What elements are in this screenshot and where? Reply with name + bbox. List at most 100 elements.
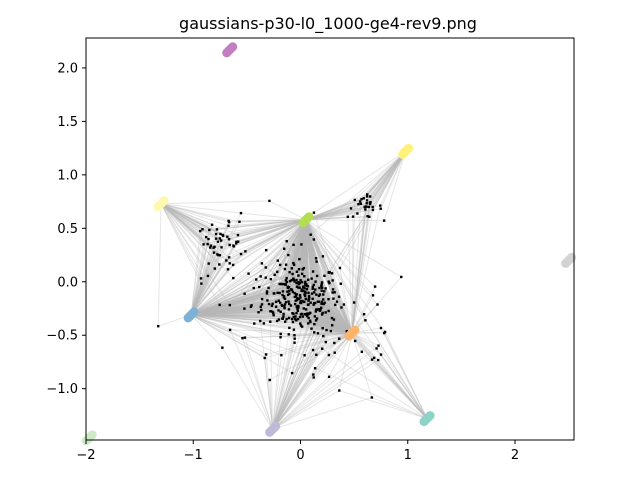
data-point — [278, 318, 280, 320]
data-point — [295, 319, 297, 321]
data-point — [315, 354, 317, 356]
data-point — [244, 250, 246, 252]
data-point — [263, 322, 265, 324]
data-point — [331, 291, 333, 293]
edge-line — [230, 330, 273, 429]
data-point — [265, 249, 267, 251]
data-point — [270, 278, 272, 280]
data-point — [369, 195, 371, 197]
data-point — [300, 324, 302, 326]
data-point — [294, 303, 296, 305]
data-point — [247, 272, 249, 274]
data-point — [211, 224, 213, 226]
data-point — [282, 318, 284, 320]
data-point — [364, 319, 366, 321]
data-point — [295, 282, 297, 284]
data-point — [287, 294, 289, 296]
data-point — [384, 331, 386, 333]
data-point — [366, 195, 368, 197]
data-point — [322, 335, 324, 337]
data-point — [287, 254, 289, 256]
data-point — [372, 209, 374, 211]
data-point — [220, 239, 222, 241]
data-point — [299, 294, 301, 296]
data-point — [213, 251, 215, 253]
data-point — [260, 306, 262, 308]
data-point — [280, 283, 282, 285]
data-point — [201, 228, 203, 230]
data-point — [220, 246, 222, 248]
data-point — [288, 308, 290, 310]
data-point — [323, 302, 325, 304]
edge-line — [242, 338, 272, 429]
data-point — [288, 286, 290, 288]
data-point — [322, 298, 324, 300]
data-point — [268, 200, 270, 202]
data-point — [331, 272, 333, 274]
data-point — [328, 354, 330, 356]
data-point — [354, 340, 356, 342]
data-point — [306, 288, 308, 290]
edge-line — [365, 320, 427, 418]
data-point — [328, 280, 330, 282]
y-tick-label: 0.0 — [57, 275, 78, 290]
data-point — [244, 336, 246, 338]
data-point — [361, 351, 363, 353]
data-point — [213, 246, 215, 248]
chart-title: gaussians-p30-l0_1000-ge4-rev9.png — [179, 14, 477, 34]
data-point — [229, 262, 231, 264]
data-point — [293, 334, 295, 336]
data-point — [294, 337, 296, 339]
data-point — [347, 216, 349, 218]
data-point — [303, 267, 305, 269]
data-point — [377, 344, 379, 346]
data-point — [294, 296, 296, 298]
anchor-point — [228, 42, 237, 51]
data-point — [309, 320, 311, 322]
data-point — [301, 281, 303, 283]
data-point — [289, 280, 291, 282]
data-point — [305, 298, 307, 300]
data-point — [302, 285, 304, 287]
data-point — [312, 288, 314, 290]
y-tick-label: 2.0 — [57, 61, 78, 76]
data-point — [310, 277, 312, 279]
data-point — [282, 315, 284, 317]
data-point — [353, 301, 355, 303]
data-point — [360, 203, 362, 205]
data-point — [313, 284, 315, 286]
data-point — [258, 286, 260, 288]
data-point — [313, 323, 315, 325]
data-point — [377, 359, 379, 361]
data-point — [269, 321, 271, 323]
data-point — [338, 337, 340, 339]
data-point — [314, 367, 316, 369]
data-point — [279, 264, 281, 266]
data-point — [369, 201, 371, 203]
data-point — [280, 354, 282, 356]
data-point — [288, 333, 290, 335]
data-point — [229, 304, 231, 306]
data-point — [237, 234, 239, 236]
data-point — [298, 268, 300, 270]
data-point — [266, 299, 268, 301]
data-point — [319, 293, 321, 295]
data-point — [363, 313, 365, 315]
data-point — [315, 310, 317, 312]
data-point — [218, 263, 220, 265]
data-point — [284, 268, 286, 270]
data-point — [300, 313, 302, 315]
x-tick-label: −1 — [184, 448, 203, 463]
data-point — [350, 207, 352, 209]
data-point — [285, 301, 287, 303]
data-point — [380, 207, 382, 209]
data-point — [307, 292, 309, 294]
data-point — [280, 311, 282, 313]
data-point — [217, 241, 219, 243]
data-point — [321, 327, 323, 329]
data-point — [265, 353, 267, 355]
data-point — [332, 288, 334, 290]
data-point — [313, 376, 315, 378]
